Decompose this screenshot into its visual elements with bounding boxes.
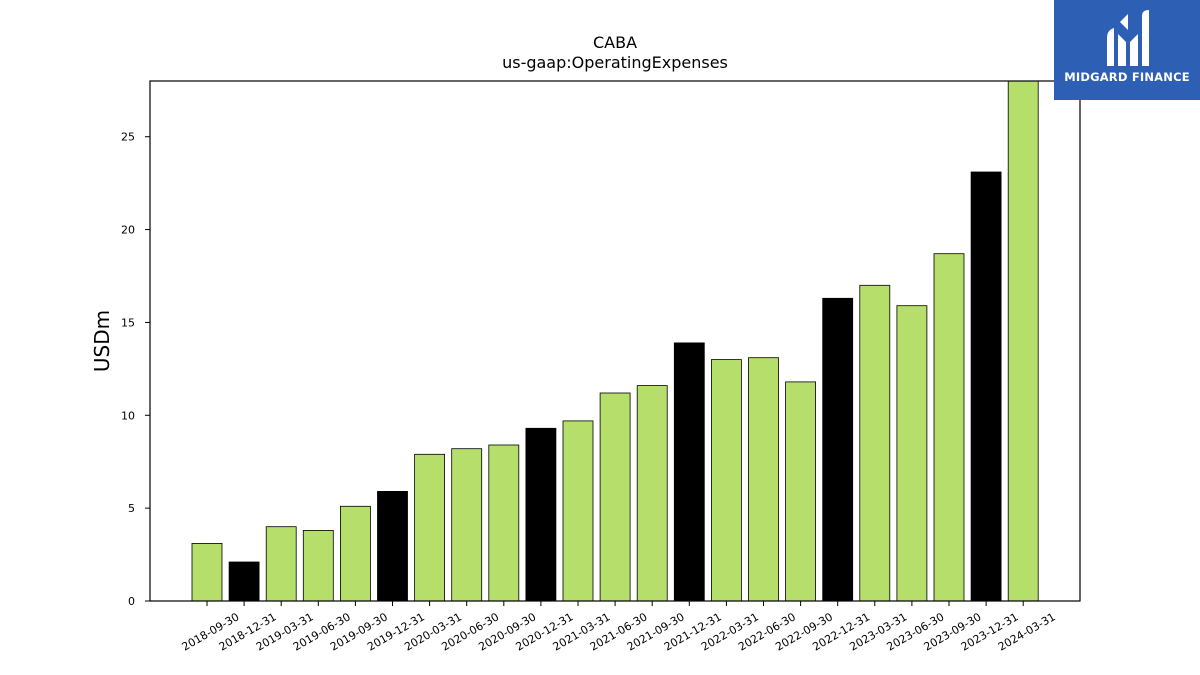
midgard-logo-icon (1107, 10, 1149, 66)
bar-2019-06-30 (302, 530, 334, 602)
bar-2020-03-31 (414, 453, 446, 602)
y-tick-label: 25 (121, 131, 135, 144)
y-axis-ticks: 0 5 10 15 20 25 (121, 131, 150, 608)
bar-2023-09-30 (933, 253, 965, 602)
brand-logo: MIDGARD FINANCE (1054, 0, 1200, 100)
y-axis-label: USDm (90, 310, 114, 372)
bar-2023-03-31 (859, 284, 891, 602)
chart-title: CABA (593, 33, 637, 52)
y-tick-label: 0 (128, 595, 135, 608)
bar-2022-03-31 (711, 359, 742, 602)
brand-name: MIDGARD FINANCE (1064, 70, 1190, 84)
bar-2019-03-31 (265, 526, 297, 602)
bar-2024-03-31 (1007, 80, 1039, 602)
bar-2023-06-30 (896, 305, 928, 602)
x-axis-ticks: 2018-09-302018-12-312019-03-312019-06-30… (180, 601, 1058, 654)
y-tick-label: 10 (121, 409, 135, 422)
bar-2021-09-30 (636, 385, 668, 602)
bar-2020-12-31 (525, 427, 557, 602)
bars-group (191, 80, 1039, 602)
bar-2019-12-31 (377, 490, 408, 602)
bar-2022-09-30 (785, 381, 816, 602)
y-tick-label: 5 (128, 502, 135, 515)
y-tick-label: 20 (121, 224, 135, 237)
chart-subtitle: us-gaap:OperatingExpenses (502, 53, 728, 72)
bar-2018-12-31 (228, 561, 260, 602)
bar-2022-06-30 (748, 357, 779, 602)
bar-2023-12-31 (970, 171, 1002, 602)
plot-frame (149, 80, 1081, 602)
bar-2018-09-30 (191, 543, 223, 602)
bar-2021-06-30 (599, 392, 631, 602)
bar-2021-12-31 (673, 342, 705, 602)
bar-2022-12-31 (822, 297, 854, 602)
y-tick-label: 15 (121, 316, 135, 329)
bar-2020-06-30 (451, 448, 483, 602)
bar-2020-09-30 (488, 444, 520, 602)
bar-2019-09-30 (339, 505, 371, 602)
bar-2021-03-31 (562, 420, 594, 602)
